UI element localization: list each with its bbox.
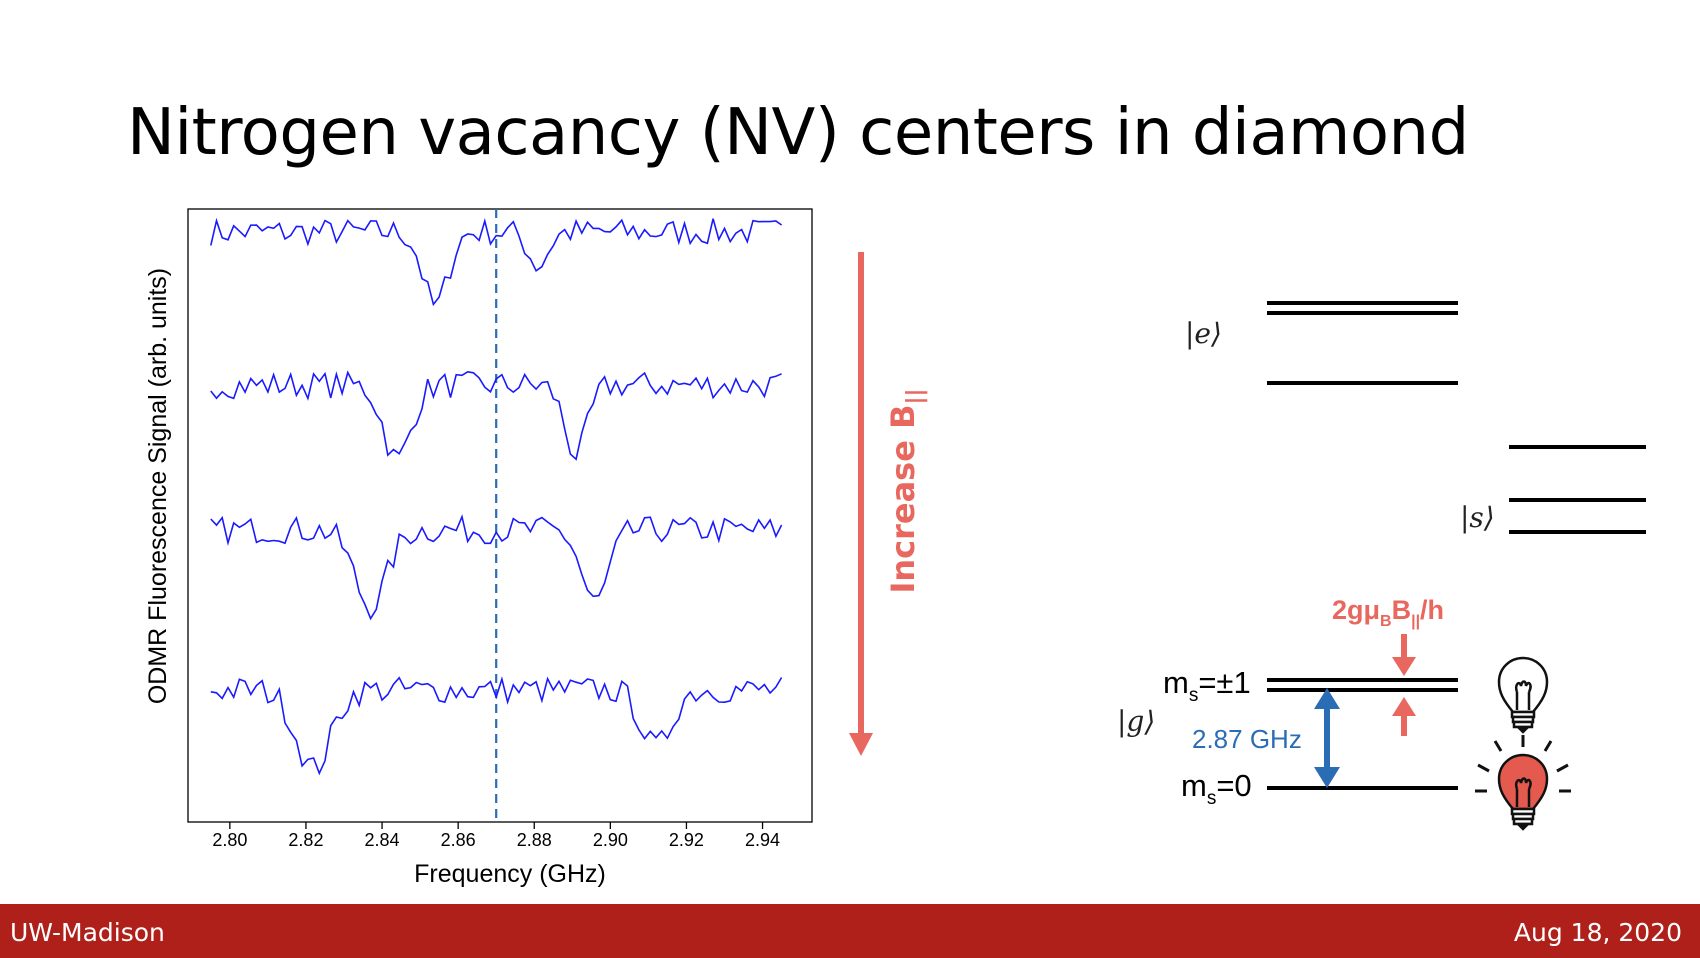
singlet-levels <box>1509 445 1646 534</box>
odmr-trace-2 <box>210 370 782 461</box>
x-tick-label: 2.84 <box>365 830 400 850</box>
odmr-chart: 2.80 2.82 2.84 2.86 2.88 2.90 2.92 2.94 Frequen… <box>144 208 813 888</box>
energy-level-diagram: |e⟩ |s⟩ |g⟩ ms=±1 ms=0 2.87 GHz 2gμBB||/… <box>1117 301 1646 831</box>
x-axis-label: Frequency (GHz) <box>414 860 606 888</box>
x-tick-label: 2.90 <box>593 830 628 850</box>
increase-field-arrow: Increase B|| <box>849 252 928 756</box>
singlet-state-label: |s⟩ <box>1460 501 1495 534</box>
zero-field-splitting-label: 2.87 GHz <box>1192 724 1302 754</box>
zero-field-splitting-arrow <box>1314 688 1340 788</box>
odmr-traces <box>210 217 783 776</box>
x-tick-label: 2.86 <box>441 830 476 850</box>
lightbulb-on-icon <box>1475 735 1571 831</box>
ground-levels <box>1267 678 1458 790</box>
zeeman-splitting-label: 2gμBB||/h <box>1332 595 1444 630</box>
zeeman-arrows <box>1392 634 1416 736</box>
odmr-trace-4 <box>210 676 783 776</box>
ms-pm1-label: ms=±1 <box>1163 665 1251 706</box>
y-axis-label: ODMR Fluorescence Signal (arb. units) <box>144 268 172 704</box>
odmr-trace-3 <box>210 514 783 621</box>
footer-bar: UW-Madison Aug 18, 2020 <box>0 904 1700 958</box>
x-tick-label: 2.88 <box>517 830 552 850</box>
slide-title: Nitrogen vacancy (NV) centers in diamond <box>127 96 1469 170</box>
x-tick-label: 2.80 <box>212 830 247 850</box>
x-tick-label: 2.82 <box>288 830 323 850</box>
excited-levels <box>1267 301 1458 385</box>
x-tick-label: 2.94 <box>745 830 780 850</box>
footer-institution: UW-Madison <box>10 918 165 947</box>
footer-date: Aug 18, 2020 <box>1513 918 1682 947</box>
ground-state-label: |g⟩ <box>1117 705 1155 738</box>
plot-frame <box>187 208 813 823</box>
odmr-trace-1 <box>210 217 783 307</box>
x-tick-label: 2.92 <box>669 830 704 850</box>
x-ticks: 2.80 2.82 2.84 2.86 2.88 2.90 2.92 2.94 <box>212 822 780 850</box>
increase-field-label: Increase B|| <box>884 388 928 593</box>
excited-state-label: |e⟩ <box>1185 317 1222 350</box>
ms0-label: ms=0 <box>1181 768 1252 809</box>
lightbulb-off-icon <box>1497 656 1549 734</box>
